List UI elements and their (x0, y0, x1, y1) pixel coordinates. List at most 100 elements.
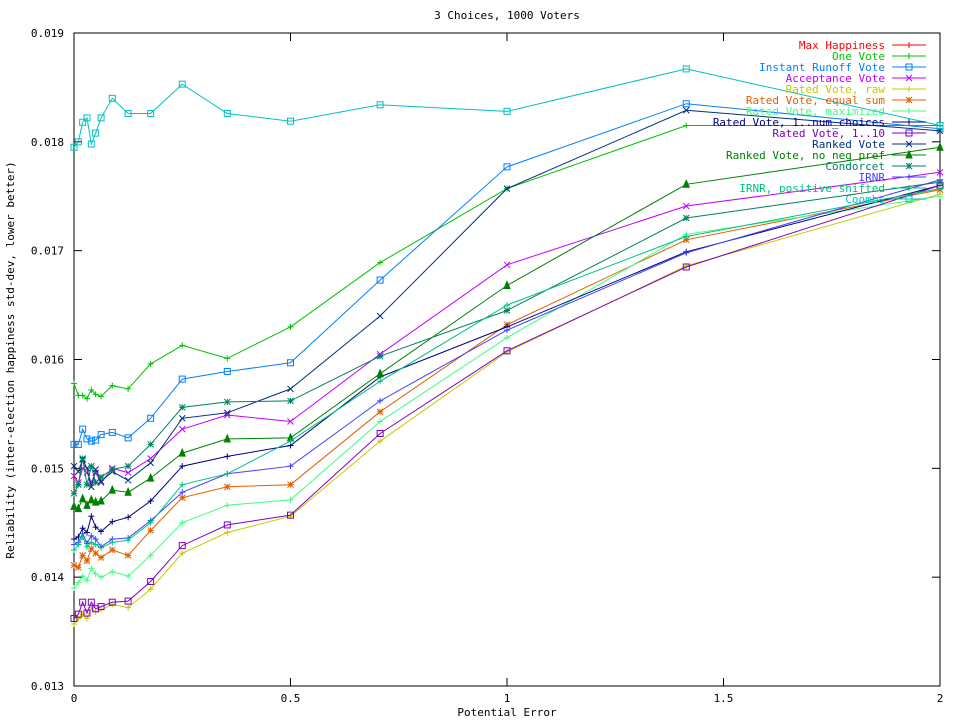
legend-label: Ranked Vote, no neg pref (726, 149, 885, 162)
legend-label: Rated Vote, raw (786, 83, 886, 96)
data-point (83, 609, 91, 617)
x-tick-label: 1 (504, 692, 511, 705)
legend-marker (906, 86, 912, 92)
data-point (287, 481, 294, 489)
data-point (179, 519, 186, 526)
legend-entry: Rated Vote, raw (786, 83, 926, 96)
data-point (83, 557, 91, 565)
data-point (125, 514, 132, 521)
data-point (92, 129, 100, 137)
data-point (88, 565, 95, 572)
data-point (97, 554, 105, 561)
legend-marker (906, 53, 912, 59)
y-tick-label: 0.015 (31, 462, 64, 475)
data-point (88, 513, 95, 520)
y-tick-label: 0.018 (31, 136, 64, 149)
legend-marker (905, 129, 913, 137)
data-point (147, 360, 154, 367)
data-point (97, 114, 105, 122)
legend-entry: Ranked Vote (812, 138, 926, 151)
data-point (224, 355, 231, 362)
data-point (147, 586, 154, 593)
data-point (376, 408, 384, 416)
data-point (287, 385, 294, 393)
data-point (223, 433, 232, 443)
data-point (83, 481, 91, 489)
series-9 (70, 106, 944, 491)
data-point (682, 179, 691, 188)
data-point (125, 385, 132, 392)
data-point (376, 312, 384, 320)
data-point (503, 261, 511, 269)
legend-entry: Rated Vote, equal sum (746, 94, 926, 107)
data-point (98, 574, 105, 581)
data-point (936, 142, 944, 151)
data-point (98, 393, 105, 400)
legend-label: Acceptance Vote (786, 72, 885, 85)
series-line (73, 193, 941, 625)
data-point (108, 428, 116, 436)
data-point (74, 138, 82, 146)
legend-entry: Condorcet (825, 160, 926, 173)
legend-entry: IRNR, positive shifted (739, 182, 926, 195)
data-point (682, 263, 690, 271)
data-point (83, 543, 90, 550)
legend-marker (906, 42, 912, 48)
data-point (936, 168, 944, 176)
data-point (178, 404, 186, 411)
data-point (98, 528, 105, 535)
data-point (124, 552, 132, 559)
legend-label: One Vote (832, 50, 885, 63)
data-point (224, 470, 231, 477)
data-point (109, 382, 116, 389)
legend-entry: One Vote (832, 50, 926, 63)
y-tick-label: 0.013 (31, 680, 64, 693)
data-point (147, 497, 154, 504)
data-point (147, 552, 154, 559)
data-point (83, 577, 90, 584)
series-11 (70, 178, 944, 497)
series-2 (70, 100, 944, 448)
data-point (75, 579, 82, 586)
data-point (287, 418, 294, 425)
legend-label: Rated Vote, equal sum (746, 94, 885, 107)
legend-marker (905, 96, 913, 104)
data-point (937, 176, 943, 183)
data-point (147, 519, 154, 526)
x-tick-label: 2 (937, 692, 944, 705)
data-point (376, 352, 384, 360)
data-point (223, 110, 231, 118)
y-tick-label: 0.017 (31, 245, 64, 258)
data-point (287, 359, 294, 367)
data-point (377, 438, 384, 445)
data-point (287, 463, 294, 470)
data-point (287, 511, 294, 519)
data-point (504, 302, 510, 309)
legend-entry: Rated Vote, 1..num_choices (713, 116, 926, 129)
legend-marker (905, 149, 913, 159)
data-point (108, 546, 116, 554)
data-point (503, 163, 511, 171)
data-point (179, 463, 186, 470)
data-point (937, 193, 943, 200)
data-point (147, 110, 155, 118)
data-point (224, 502, 231, 509)
data-point (70, 440, 78, 448)
data-point (124, 597, 132, 605)
legend-marker (905, 195, 913, 203)
legend-label: IRNR (859, 171, 886, 184)
data-point (92, 524, 99, 531)
data-point (224, 453, 231, 460)
data-point (179, 481, 186, 488)
series-13 (71, 185, 943, 553)
legend-entry: Instant Runoff Vote (759, 61, 926, 74)
legend-label: Condorcet (825, 160, 885, 173)
data-point (79, 611, 86, 618)
data-point (178, 414, 186, 422)
data-point (376, 368, 384, 378)
data-point (74, 610, 82, 618)
data-point (178, 80, 186, 88)
data-point (179, 489, 186, 496)
data-point (376, 276, 384, 284)
